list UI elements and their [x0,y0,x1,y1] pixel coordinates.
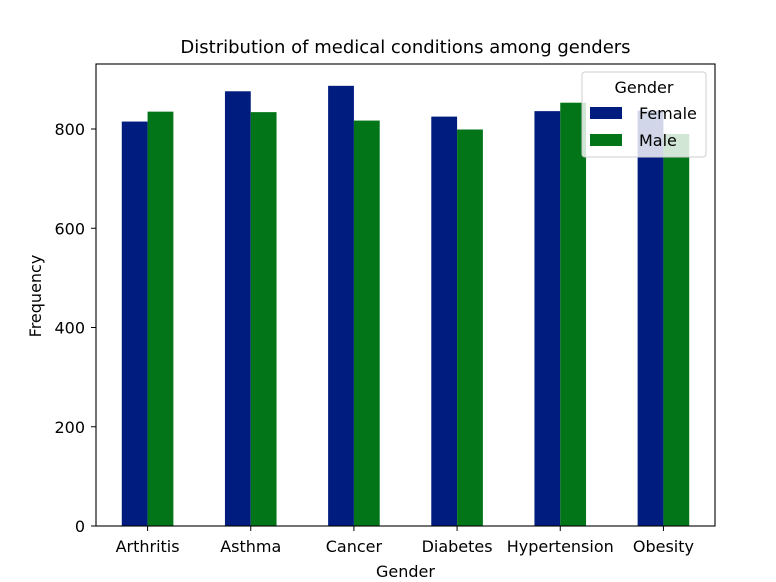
bar-female-cancer [328,85,354,526]
x-tick-label-asthma: Asthma [220,537,281,556]
bar-male-cancer [353,120,380,526]
plot-frame [95,63,716,527]
x-tick-label-diabetes: Diabetes [422,537,493,556]
legend-title: Gender [615,78,674,97]
legend-swatch-female [590,107,622,119]
legend-label-female: Female [639,104,697,123]
x-tick-label-arthritis: Arthritis [116,537,180,556]
y-tick-label-800: 800 [54,120,85,139]
bar-male-asthma [250,112,277,526]
y-axis-label: Frequency [26,255,45,338]
y-tick-label-600: 600 [54,219,85,238]
x-tick-label-obesity: Obesity [633,537,694,556]
y-axis: 0 200 400 600 800 [54,120,96,536]
bars [121,85,690,527]
legend-label-male: Male [639,131,677,150]
bar-female-hypertension [534,111,561,526]
x-axis: Arthritis Asthma Cancer Diabetes Hypertensio… [116,526,694,556]
bar-female-arthritis [121,121,148,526]
bar-male-diabetes [457,129,483,526]
bar-female-diabetes [431,116,458,526]
bar-female-obesity [637,110,664,527]
bar-female-asthma [224,91,251,526]
x-tick-label-cancer: Cancer [326,537,383,556]
bar-male-hypertension [560,102,587,527]
y-tick-label-400: 400 [54,319,85,338]
x-tick-label-hypertension: Hypertension [507,537,614,556]
x-axis-label: Gender [376,562,435,581]
chart-title: Distribution of medical conditions among… [180,37,630,58]
legend-swatch-male [590,134,622,146]
bar-male-arthritis [147,111,174,526]
y-tick-label-0: 0 [75,517,85,536]
bar-male-obesity [663,133,690,526]
y-tick-label-200: 200 [54,418,85,437]
legend: Gender Female Male [581,71,707,158]
